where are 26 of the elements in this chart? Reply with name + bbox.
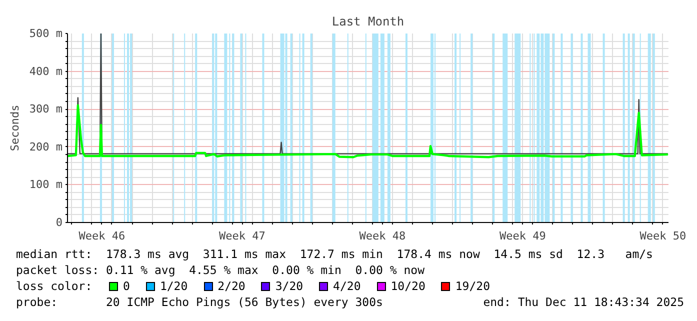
x-tick-label: Week 46 [78,230,126,242]
x-tick-label: Week 50 [640,230,686,242]
legend-label: 19/20 [455,279,490,293]
text: median rtt: 178.3 ms avg 311.1 ms max 172.7 ms min 178.4 ms now 14.5 ms sd 12.3 am/s [16,246,653,262]
y-tick-label: 400 m [29,64,63,78]
chart-title: Last Month [332,14,404,28]
y-tick-label: 200 m [29,140,63,154]
legend-label: 0 [123,279,130,293]
legend-label: 4/20 [333,279,361,293]
legend-label: 10/20 [390,279,426,293]
y-tick-label: 100 m [29,178,63,192]
legend-title: loss color: [16,278,94,294]
legend-label: 3/20 [275,279,304,293]
y-axis-title: Seconds [8,104,22,152]
y-tick-label: 0 [56,216,62,229]
y-tick-label: 500 m [29,27,63,40]
text: packet loss: 0.11 % avg 4.55 % max 0.00 % min 0.00 % now [16,262,424,278]
legend-label: 1/20 [160,279,188,293]
x-tick-label: Week 48 [359,230,406,242]
text: end: Thu Dec 11 18:43:34 2025 [483,294,684,310]
line-series [68,104,668,158]
x-tick-label: Week 47 [219,230,266,242]
y-tick-label: 300 m [29,102,63,116]
x-tick-label: Week 49 [499,230,546,242]
text: probe: 20 ICMP Echo Pings (56 Bytes) every 300s [16,294,383,310]
legend-label: 2/20 [218,279,246,293]
